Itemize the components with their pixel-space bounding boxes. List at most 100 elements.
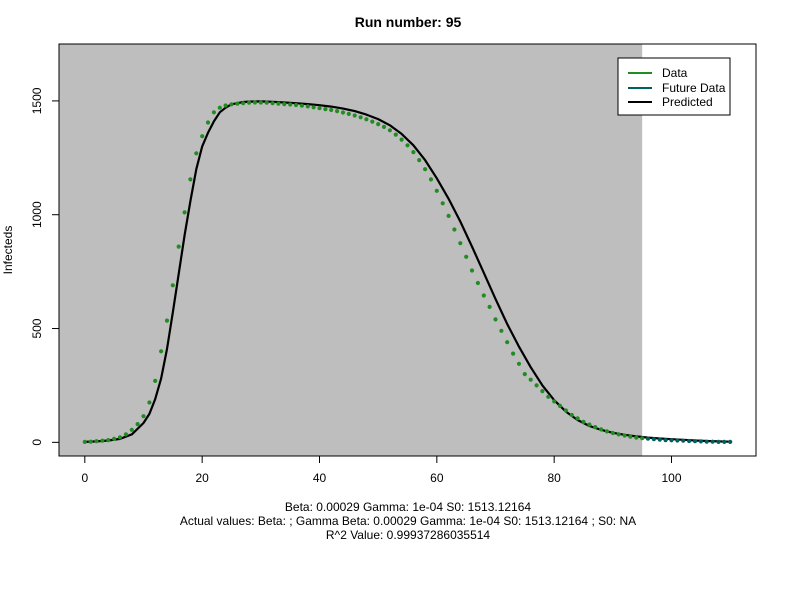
data-point-data (182, 210, 187, 215)
data-point-data (205, 120, 211, 125)
data-point-data (241, 101, 246, 106)
data-point-data (323, 107, 328, 112)
data-point-data (634, 435, 639, 440)
data-point-data (106, 438, 111, 443)
data-point-data (176, 244, 181, 249)
data-point-data (147, 400, 152, 405)
data-point-future-data (728, 439, 733, 444)
data-point-data (223, 103, 228, 108)
data-point-future-data (710, 439, 715, 444)
data-point-data (446, 213, 451, 218)
data-point-data (593, 425, 598, 430)
data-point-data (164, 318, 170, 323)
data-point-data (270, 101, 275, 106)
data-point-data (417, 158, 422, 163)
data-point-future-data (651, 437, 657, 442)
data-point-data (552, 399, 557, 404)
data-point-data (88, 439, 93, 444)
data-point-future-data (669, 438, 674, 443)
data-point-data (469, 268, 475, 273)
x-tick-label: 20 (195, 471, 209, 485)
legend-label-future-data: Future Data (662, 81, 726, 95)
data-point-data (381, 124, 387, 129)
data-point-data (335, 109, 340, 114)
data-point-data (475, 280, 480, 286)
data-point-data (575, 416, 580, 421)
x-tick-label: 100 (661, 471, 681, 485)
data-point-data (569, 412, 574, 418)
data-point-future-data (722, 439, 727, 444)
data-point-data (112, 436, 117, 441)
data-point-data (247, 100, 252, 105)
data-point-data (293, 102, 299, 108)
data-point-data (493, 317, 498, 322)
chart-title: Run number: 95 (355, 14, 462, 30)
data-point-data (123, 432, 128, 437)
data-point-data (376, 122, 381, 127)
data-point-data (276, 101, 281, 106)
data-point-data (640, 436, 645, 441)
data-point-data (370, 119, 375, 124)
data-point-future-data (698, 439, 704, 444)
data-point-data (258, 100, 263, 105)
data-point-data (622, 433, 627, 438)
data-point-data (317, 106, 322, 111)
data-point-data (217, 105, 222, 110)
data-point-data (264, 100, 269, 105)
data-point-data (481, 293, 486, 298)
caption-fit-params: Beta: 0.00029 Gamma: 1e-04 S0: 1513.1216… (285, 500, 532, 514)
data-point-future-data (681, 438, 686, 443)
legend-label-predicted: Predicted (662, 95, 713, 109)
data-point-data (464, 254, 469, 259)
data-point-data (346, 111, 351, 116)
data-point-data (440, 201, 445, 206)
data-point-data (200, 134, 205, 139)
data-point-data (100, 438, 105, 443)
data-point-data (393, 132, 398, 137)
data-point-data (557, 403, 563, 408)
data-point-data (522, 372, 527, 377)
data-point-data (129, 427, 134, 432)
data-point-data (411, 150, 416, 155)
data-point-future-data (692, 439, 698, 444)
shaded-region (59, 44, 643, 456)
data-point-future-data (716, 439, 721, 444)
data-point-data (452, 227, 457, 232)
data-point-data (229, 102, 234, 107)
data-point-data (599, 427, 604, 432)
data-point-data (135, 422, 140, 427)
legend-box (617, 57, 731, 116)
data-point-data (581, 419, 586, 424)
data-point-data (510, 351, 516, 356)
data-point-data (352, 113, 357, 118)
y-tick-label: 1500 (30, 87, 44, 114)
data-point-data (159, 349, 164, 354)
data-point-data (211, 110, 216, 115)
x-tick-label: 80 (547, 471, 561, 485)
data-point-data (528, 377, 533, 382)
data-point-data (235, 101, 240, 106)
data-point-data (170, 283, 175, 288)
data-point-data (141, 414, 146, 419)
data-point-data (563, 408, 569, 413)
y-tick-label: 500 (30, 318, 44, 338)
y-axis: 0 500 1000 1500 (30, 87, 60, 446)
data-point-data (288, 102, 293, 107)
y-tick-label: 0 (30, 439, 44, 446)
data-point-data (516, 361, 522, 366)
data-point-data (487, 304, 492, 309)
data-point-data (505, 340, 510, 345)
data-point-data (434, 188, 439, 193)
data-point-data (153, 378, 158, 383)
data-point-future-data (687, 438, 692, 444)
data-point-data (364, 117, 369, 122)
data-point-data (534, 383, 539, 388)
data-point-future-data (663, 438, 668, 443)
data-point-data (282, 102, 287, 107)
data-point-data (428, 177, 434, 182)
data-point-data (399, 137, 404, 142)
data-point-data (305, 104, 310, 109)
data-point-data (540, 389, 545, 394)
data-point-data (604, 429, 610, 434)
